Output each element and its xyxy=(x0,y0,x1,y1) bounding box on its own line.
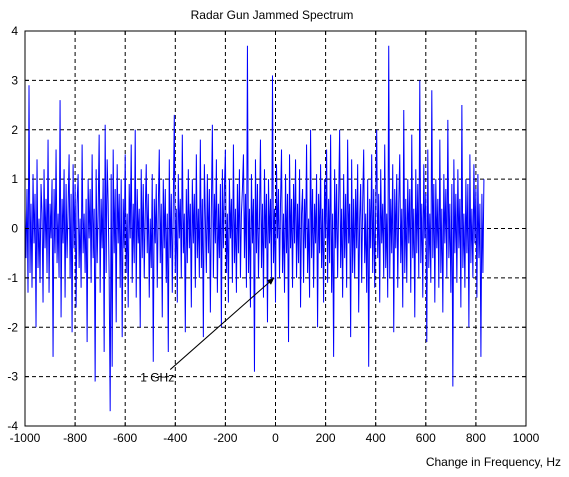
x-tick-label: 0 xyxy=(272,431,279,445)
x-tick-label: -1000 xyxy=(10,431,41,445)
y-tick-label: 4 xyxy=(11,24,18,38)
x-tick-label: 1000 xyxy=(513,431,540,445)
x-tick-labels: -1000 -800 -600 -400 -200 0 200 400 600 800 1000 xyxy=(10,431,540,445)
annotation-group: 1 GHz xyxy=(140,277,275,385)
chart-title: Radar Gun Jammed Spectrum xyxy=(191,8,354,22)
annotation-arrow xyxy=(169,277,275,370)
x-tick-label: -800 xyxy=(63,431,87,445)
x-tick-label: -200 xyxy=(213,431,237,445)
y-tick-label: -3 xyxy=(7,370,18,384)
x-tick-label: -400 xyxy=(163,431,187,445)
y-tick-label: -1 xyxy=(7,271,18,285)
x-tick-label: -600 xyxy=(113,431,137,445)
y-tick-label: 3 xyxy=(11,73,18,87)
x-tick-label: 200 xyxy=(316,431,336,445)
tick-marks xyxy=(24,30,527,427)
y-tick-label: 1 xyxy=(11,172,18,186)
y-tick-label: 2 xyxy=(11,123,18,137)
y-tick-label: -2 xyxy=(7,320,18,334)
x-axis-label: Change in Frequency, Hz xyxy=(426,455,561,469)
x-tick-label: 800 xyxy=(466,431,486,445)
y-tick-labels: -4 -3 -2 -1 0 1 2 3 4 xyxy=(7,24,18,433)
series-line xyxy=(24,45,485,412)
series-group xyxy=(24,45,485,412)
y-tick-label: -4 xyxy=(7,419,18,433)
annotation-label: 1 GHz xyxy=(140,371,174,385)
y-tick-label: 0 xyxy=(11,222,18,236)
x-tick-label: 400 xyxy=(366,431,386,445)
x-tick-label: 600 xyxy=(416,431,436,445)
annotation-arrowhead xyxy=(267,277,275,285)
